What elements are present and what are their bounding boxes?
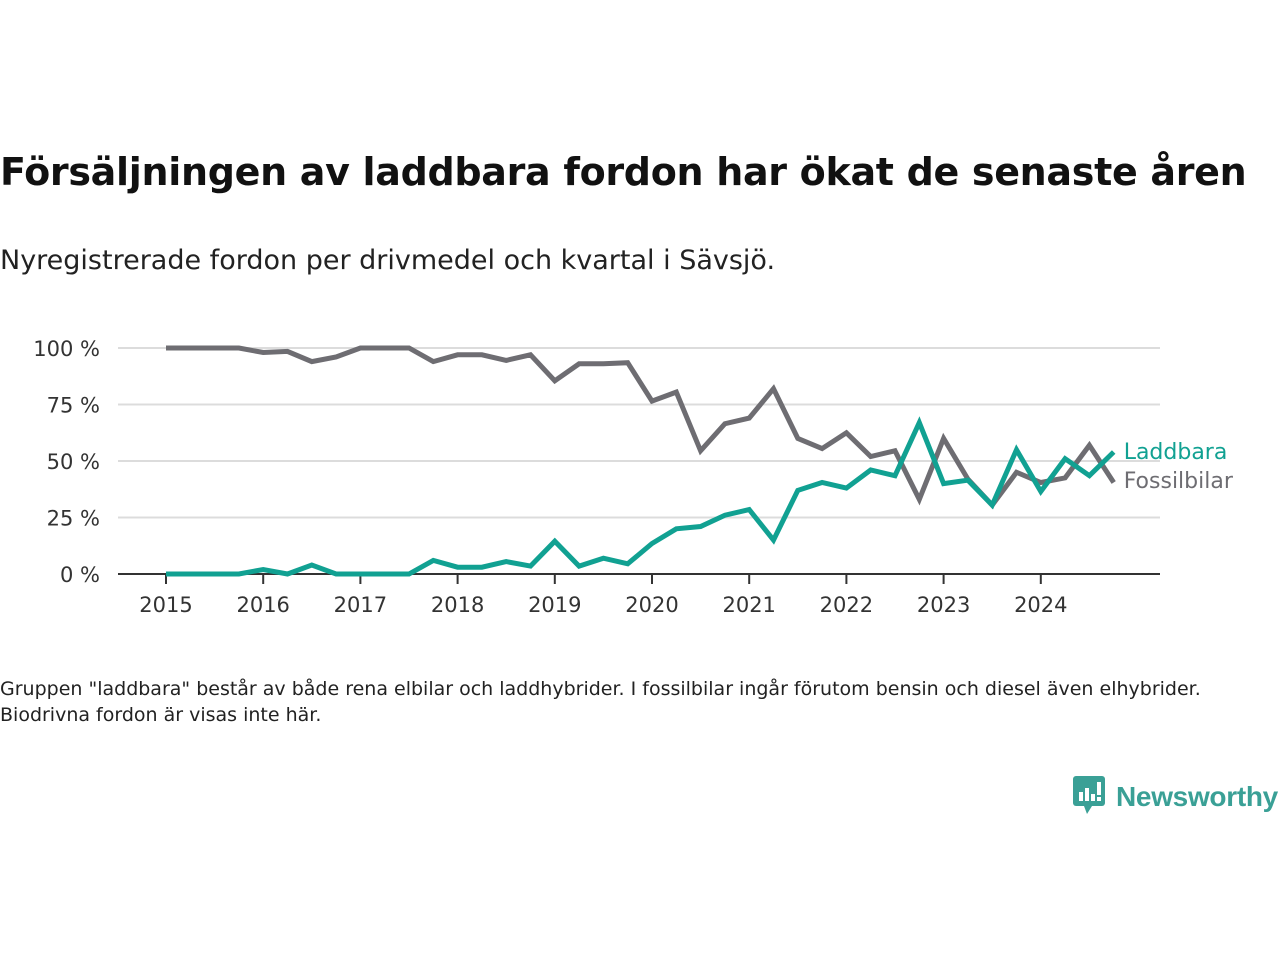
- series-label-fossilbilar: Fossilbilar: [1124, 469, 1234, 494]
- x-tick-label: 2018: [431, 593, 484, 617]
- x-tick-label: 2023: [917, 593, 970, 617]
- x-axis: 2015 2016 2017 2018 2019 2020 2021 2022 2023 2024: [118, 573, 1160, 617]
- series-label-laddbara: Laddbara: [1124, 440, 1228, 465]
- series-lines: [166, 345, 1116, 577]
- chart-title: Försäljningen av laddbara fordon har öka…: [0, 150, 1247, 194]
- series-line-laddbara: [166, 416, 1116, 577]
- y-tick-label: 75 %: [47, 394, 100, 418]
- footnote: Gruppen "laddbara" består av både rena e…: [0, 678, 1201, 726]
- y-axis: 0 % 25 % 50 % 75 % 100 %: [33, 337, 100, 587]
- series-line-fossilbilar: [166, 345, 1116, 509]
- y-tick-label: 0 %: [60, 563, 100, 587]
- x-tick-label: 2016: [236, 593, 289, 617]
- brand-name: Newsworthy: [1116, 781, 1278, 812]
- line-chart: 0 %25 %50 %75 %100 % 2015 2016 2017 2018 201…: [33, 337, 1234, 617]
- x-tick-label: 2019: [528, 593, 581, 617]
- x-tick-label: 2015: [139, 593, 192, 617]
- chart-subtitle: Nyregistrerade fordon per drivmedel och …: [0, 245, 776, 276]
- series-labels: Laddbara Fossilbilar: [1124, 440, 1234, 494]
- gridlines: [118, 347, 1160, 519]
- y-tick-label: 50 %: [47, 450, 100, 474]
- x-tick-label: 2024: [1014, 593, 1067, 617]
- brand-logo[interactable]: Newsworthy: [1072, 776, 1278, 818]
- y-tick-label: 25 %: [47, 507, 100, 531]
- x-tick-label: 2020: [625, 593, 678, 617]
- x-tick-label: 2022: [820, 593, 873, 617]
- x-tick-label: 2021: [722, 593, 775, 617]
- y-tick-label: 100 %: [33, 337, 100, 361]
- newsworthy-logo-icon: [1072, 774, 1106, 820]
- x-tick-label: 2017: [334, 593, 387, 617]
